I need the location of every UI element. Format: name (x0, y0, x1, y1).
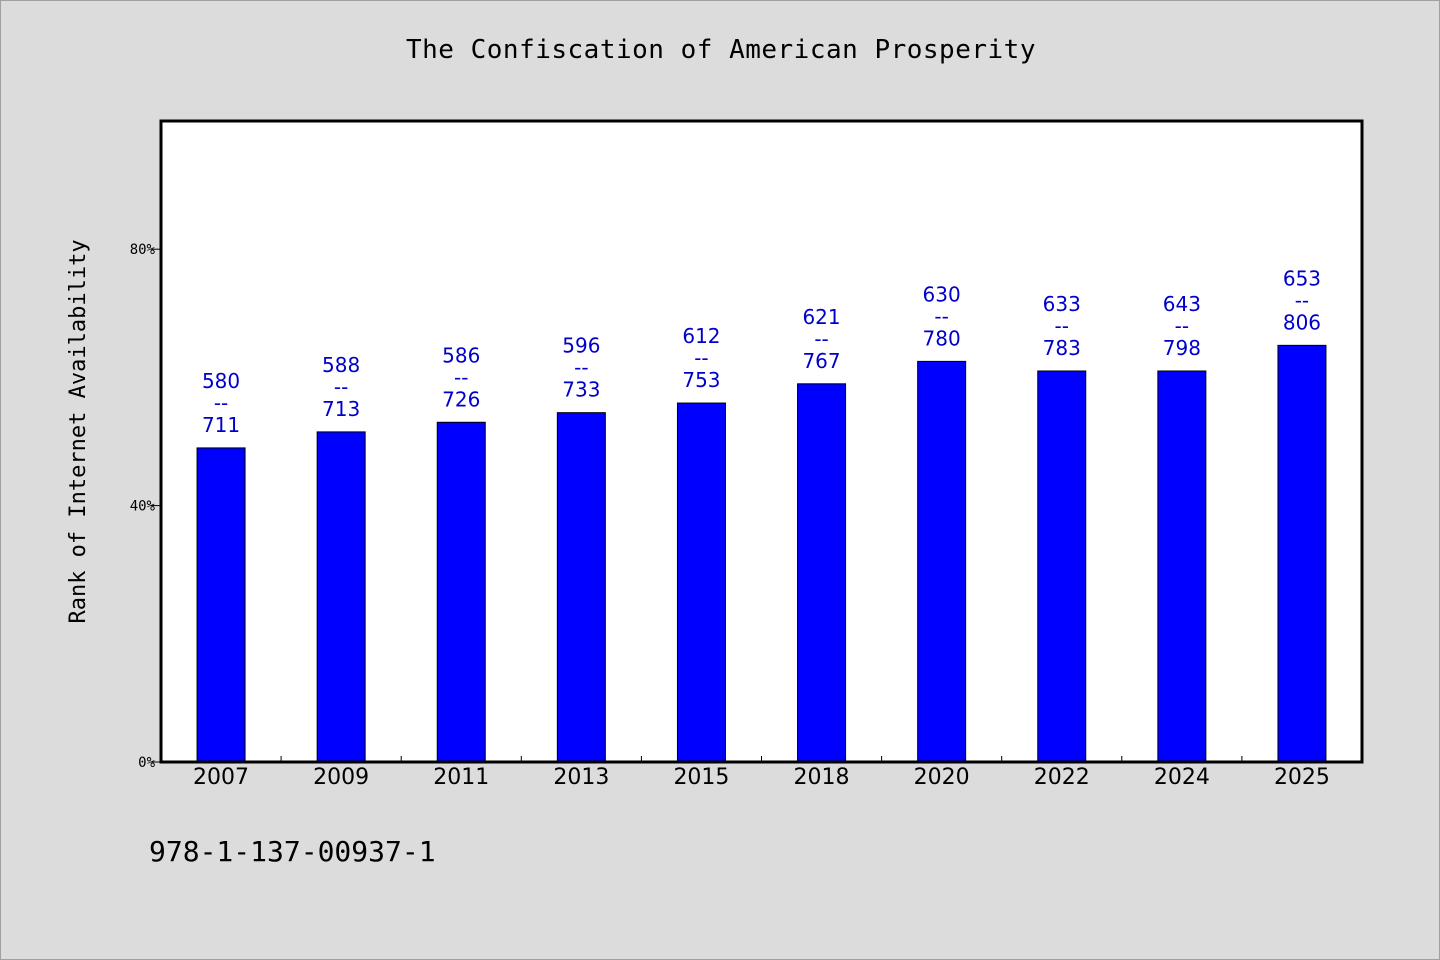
bar-2007 (196, 447, 246, 763)
data-label-2022-0: 633 (1043, 292, 1081, 316)
data-label-2013-0: 596 (562, 334, 600, 358)
data-label-2020-0: 630 (923, 282, 961, 306)
plot-frame (159, 119, 1364, 764)
bar-2009 (316, 431, 366, 763)
data-label-2018-0: 621 (802, 305, 840, 329)
data-label-2011-1: -- (454, 365, 468, 389)
bar-2024 (1157, 370, 1207, 763)
bar-2015 (676, 402, 726, 763)
data-label-2024-2: 798 (1163, 336, 1201, 360)
chart-title: The Confiscation of American Prosperity (406, 35, 1036, 65)
data-label-2011-2: 726 (442, 387, 480, 411)
data-label-2025-2: 806 (1283, 310, 1321, 334)
x-tick-label-2007: 2007 (193, 765, 249, 790)
bar-2018 (797, 383, 847, 763)
data-label-2022-1: -- (1055, 314, 1069, 338)
data-label-2015-2: 753 (682, 368, 720, 392)
data-label-2018-2: 767 (802, 349, 840, 373)
data-label-2011-0: 586 (442, 343, 480, 367)
data-label-2007-0: 580 (202, 369, 240, 393)
data-label-2013-2: 733 (562, 378, 600, 402)
data-label-2015-1: -- (694, 346, 708, 370)
bar-2011 (436, 421, 486, 763)
x-tick-label-2018: 2018 (794, 765, 850, 790)
isbn-code: 978-1-137-00937-1 (149, 835, 436, 868)
data-label-2024-1: -- (1175, 314, 1189, 338)
data-label-2020-2: 780 (923, 326, 961, 350)
data-label-2024-0: 643 (1163, 292, 1201, 316)
y-tick-label-40: 40% (130, 499, 156, 515)
data-label-2007-1: -- (214, 391, 228, 415)
data-label-2020-1: -- (934, 304, 948, 328)
data-label-2007-2: 711 (202, 413, 240, 437)
x-tick-label-2024: 2024 (1154, 765, 1210, 790)
x-tick-label-2011: 2011 (433, 765, 489, 790)
data-label-2018-1: -- (814, 327, 828, 351)
bar-2013 (556, 412, 606, 763)
data-label-2025-0: 653 (1283, 266, 1321, 290)
bar-2022 (1037, 370, 1087, 763)
y-axis-label: Rank of Internet Availability (66, 239, 91, 623)
data-label-2013-1: -- (574, 356, 588, 380)
data-label-2009-1: -- (334, 375, 348, 399)
bar-2025 (1277, 344, 1327, 763)
data-label-2015-0: 612 (682, 324, 720, 348)
x-tick-label-2025: 2025 (1274, 765, 1330, 790)
y-tick-label-0: 0% (138, 755, 155, 771)
data-label-2009-2: 713 (322, 397, 360, 421)
data-label-2009-0: 588 (322, 353, 360, 377)
x-tick-label-2013: 2013 (553, 765, 609, 790)
x-tick-label-2009: 2009 (313, 765, 369, 790)
data-label-2022-2: 783 (1043, 336, 1081, 360)
bar-2020 (917, 360, 967, 763)
y-tick-label-80: 80% (130, 242, 156, 258)
data-label-2025-1: -- (1295, 288, 1309, 312)
x-tick-label-2015: 2015 (673, 765, 729, 790)
x-tick-label-2022: 2022 (1034, 765, 1090, 790)
x-tick-label-2020: 2020 (914, 765, 970, 790)
